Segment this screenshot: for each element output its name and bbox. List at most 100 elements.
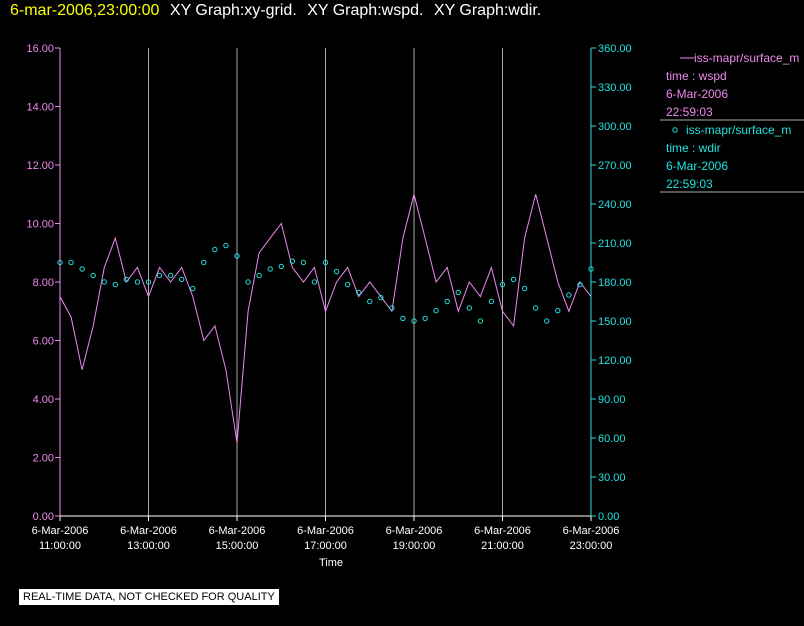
right-y-tick-label: 90.00 bbox=[598, 394, 626, 406]
wdir-point bbox=[223, 242, 229, 249]
left-y-tick-label: 16.00 bbox=[26, 43, 54, 55]
wspd-series-line bbox=[59, 194, 592, 443]
wdir-point bbox=[488, 298, 495, 305]
wdir-point bbox=[510, 276, 517, 283]
right-y-tick-label: 300.00 bbox=[598, 121, 632, 133]
wdir-point bbox=[156, 272, 163, 279]
grid-lines bbox=[148, 48, 503, 516]
x-tick-label-date: 6-Mar-2006 bbox=[297, 525, 354, 537]
wdir-point bbox=[389, 305, 395, 311]
left-y-tick-label: 14.00 bbox=[26, 102, 54, 114]
legend-wdir-var: time : wdir bbox=[666, 141, 721, 155]
right-y-tick-label: 210.00 bbox=[598, 238, 632, 250]
wdir-point bbox=[555, 307, 561, 314]
wdir-point bbox=[79, 266, 85, 272]
wdir-point bbox=[278, 263, 284, 270]
wdir-point bbox=[466, 305, 473, 311]
wdir-point bbox=[190, 285, 196, 292]
wdir-point bbox=[344, 281, 351, 288]
wdir-point bbox=[499, 281, 506, 288]
wdir-point bbox=[367, 298, 373, 305]
quality-note: REAL-TIME DATA, NOT CHECKED FOR QUALITY bbox=[19, 589, 279, 605]
wdir-point bbox=[322, 259, 329, 266]
wdir-point bbox=[355, 289, 362, 296]
title-date: 6-mar-2006,23:00:00 bbox=[10, 2, 160, 19]
x-tick-label-date: 6-Mar-2006 bbox=[563, 525, 620, 537]
wdir-point bbox=[212, 246, 218, 253]
right-y-tick-label: 360.00 bbox=[598, 43, 632, 55]
legend-wdir-date: 6-Mar-2006 bbox=[666, 159, 728, 173]
wdir-point bbox=[245, 279, 251, 285]
wdir-point bbox=[134, 279, 141, 285]
legend-wspd-var: time : wspd bbox=[666, 69, 727, 83]
wdir-point bbox=[588, 266, 594, 272]
x-tick-label-time: 15:00:00 bbox=[216, 540, 259, 552]
wdir-point bbox=[532, 305, 539, 311]
right-y-tick-label: 180.00 bbox=[598, 277, 632, 289]
legend-wdir-symbol bbox=[672, 127, 678, 133]
x-tick-label-date: 6-Mar-2006 bbox=[209, 525, 266, 537]
right-y-tick-label: 150.00 bbox=[598, 316, 632, 328]
wdir-point bbox=[455, 289, 461, 296]
wdir-point bbox=[201, 259, 207, 266]
x-tick-label-date: 6-Mar-2006 bbox=[32, 525, 89, 537]
right-y-tick-label: 330.00 bbox=[598, 82, 632, 94]
right-y-tick-label: 30.00 bbox=[598, 472, 626, 484]
series-layer bbox=[57, 194, 594, 443]
x-axis-label: Time bbox=[319, 557, 343, 569]
left-y-tick-label: 12.00 bbox=[26, 160, 54, 172]
x-tick-label-time: 19:00:00 bbox=[393, 540, 436, 552]
title-bar: 6-mar-2006,23:00:00 XY Graph:xy-grid. XY… bbox=[10, 2, 541, 20]
wdir-point bbox=[267, 266, 273, 272]
right-y-tick-label: 0.00 bbox=[598, 511, 619, 523]
wdir-point bbox=[145, 279, 152, 285]
wdir-point bbox=[544, 318, 550, 324]
wdir-point bbox=[444, 298, 450, 305]
title-wspd: XY Graph:wspd. bbox=[307, 2, 424, 19]
wdir-point bbox=[68, 259, 74, 266]
x-tick-label-time: 23:00:00 bbox=[570, 540, 613, 552]
x-tick-label-time: 13:00:00 bbox=[127, 540, 170, 552]
wdir-point bbox=[577, 281, 583, 288]
legend-wdir-time: 22:59:03 bbox=[666, 177, 713, 191]
x-tick-label-time: 11:00:00 bbox=[39, 540, 81, 552]
left-y-tick-label: 2.00 bbox=[33, 453, 54, 465]
x-tick-label-date: 6-Mar-2006 bbox=[474, 525, 531, 537]
wdir-point bbox=[333, 268, 340, 275]
left-y-tick-label: 6.00 bbox=[33, 336, 54, 348]
wdir-point bbox=[477, 318, 484, 324]
legend-wdir-name: iss-mapr/surface_m bbox=[686, 123, 791, 137]
left-y-tick-label: 0.00 bbox=[33, 511, 54, 523]
x-tick-label-date: 6-Mar-2006 bbox=[386, 525, 443, 537]
left-y-tick-label: 8.00 bbox=[33, 277, 54, 289]
axes: 6-Mar-2006 11:00:00 6-Mar-2006 13:00:00 6-Ma… bbox=[26, 43, 631, 552]
wdir-point bbox=[256, 272, 262, 279]
legend-wspd-name: iss-mapr/surface_m bbox=[694, 51, 799, 65]
wdir-point bbox=[123, 276, 130, 283]
left-y-tick-label: 4.00 bbox=[33, 394, 54, 406]
wdir-point bbox=[57, 259, 63, 266]
x-tick-label-time: 17:00:00 bbox=[304, 540, 347, 552]
left-y-tick-label: 10.00 bbox=[26, 219, 54, 231]
right-y-tick-label: 60.00 bbox=[598, 433, 626, 445]
wdir-point bbox=[112, 281, 119, 288]
legend-wspd-date: 6-Mar-2006 bbox=[666, 87, 728, 101]
legend-wspd-time: 22:59:03 bbox=[666, 105, 713, 119]
x-tick-label-time: 21:00:00 bbox=[481, 540, 524, 552]
right-y-tick-label: 120.00 bbox=[598, 355, 632, 367]
wdir-point bbox=[521, 285, 528, 292]
right-y-tick-label: 270.00 bbox=[598, 160, 632, 172]
wdir-point bbox=[234, 253, 240, 259]
wdir-point bbox=[433, 307, 439, 314]
wdir-point bbox=[300, 259, 307, 266]
wdir-point bbox=[101, 279, 107, 285]
wdir-point bbox=[289, 258, 296, 264]
wdir-point bbox=[167, 272, 174, 279]
wdir-point bbox=[566, 292, 572, 298]
wdir-point bbox=[178, 276, 185, 283]
wdir-point bbox=[411, 318, 417, 324]
title-wdir: XY Graph:wdir. bbox=[433, 2, 542, 19]
wdir-point bbox=[378, 294, 384, 301]
